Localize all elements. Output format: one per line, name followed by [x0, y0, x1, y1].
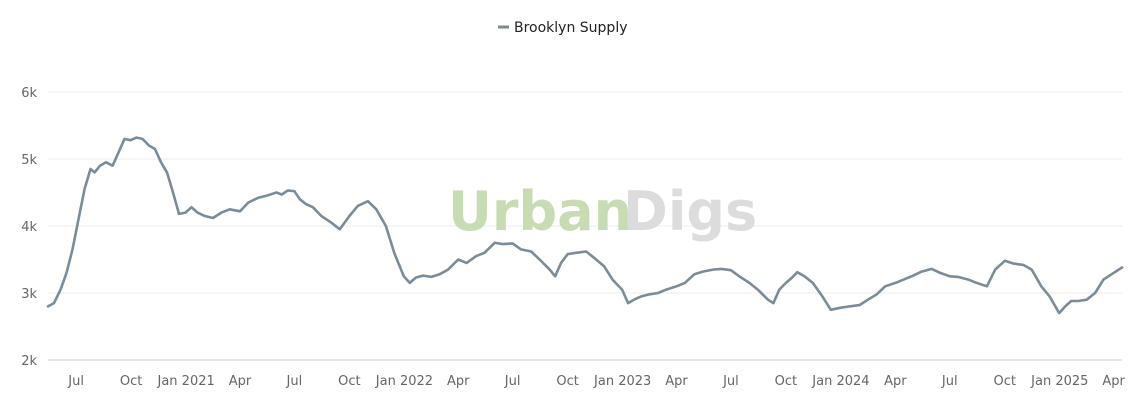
x-tick-label: Jan 2024	[811, 374, 869, 389]
legend[interactable]: Brooklyn Supply	[498, 20, 628, 36]
y-tick-label: 5k	[21, 153, 37, 168]
x-tick-label: Jan 2022	[375, 374, 433, 389]
x-tick-label: Jul	[504, 374, 521, 389]
x-tick-label: Apr	[229, 374, 252, 389]
y-axis: 2k 3k 4k 5k 6k	[21, 86, 37, 369]
x-tick-label: Oct	[775, 374, 797, 389]
x-tick-label: Apr	[1102, 374, 1125, 389]
x-tick-label: Jul	[286, 374, 303, 389]
grid-lines	[48, 91, 1122, 361]
y-tick-label: 2k	[21, 354, 37, 369]
series-layer	[46, 136, 1124, 315]
x-tick-label: Oct	[120, 374, 142, 389]
y-tick-label: 3k	[21, 287, 37, 302]
x-tick-label: Jul	[67, 374, 84, 389]
series-line-brooklyn-supply[interactable]	[46, 136, 1124, 315]
x-tick-label: Jan 2023	[593, 374, 651, 389]
x-tick-label: Oct	[556, 374, 578, 389]
y-tick-label: 6k	[21, 86, 37, 101]
watermark: Urban Digs	[448, 180, 757, 243]
watermark-text-part2: Digs	[623, 180, 757, 243]
x-tick-label: Jul	[941, 374, 958, 389]
x-axis: Jul Oct Jan 2021 Apr Jul Oct Jan 2022 Apr Jul Oct…	[67, 374, 1125, 389]
x-tick-label: Oct	[338, 374, 360, 389]
x-tick-label: Oct	[994, 374, 1016, 389]
x-tick-label: Apr	[447, 374, 470, 389]
y-tick-label: 4k	[21, 220, 37, 235]
x-tick-label: Jan 2025	[1030, 374, 1088, 389]
watermark-text-part1: Urban	[448, 180, 632, 243]
x-tick-label: Jul	[722, 374, 739, 389]
x-tick-label: Apr	[884, 374, 907, 389]
legend-label-brooklyn-supply[interactable]: Brooklyn Supply	[514, 20, 628, 36]
x-tick-label: Apr	[665, 374, 688, 389]
x-tick-label: Jan 2021	[157, 374, 215, 389]
